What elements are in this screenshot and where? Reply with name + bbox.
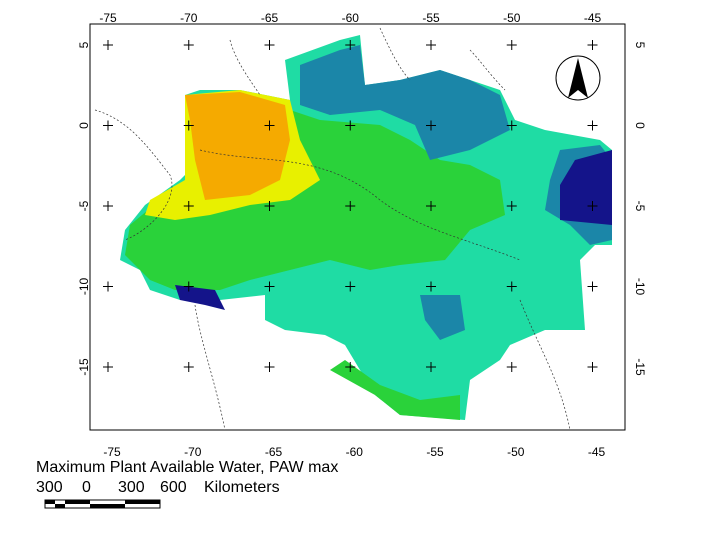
graticule-cross	[264, 40, 275, 50]
graticule-cross	[426, 201, 436, 211]
lat-label-left: 0	[77, 122, 91, 129]
graticule-cross	[183, 362, 194, 372]
scale-unit: Kilometers	[204, 479, 280, 496]
lon-label-top: -60	[342, 11, 360, 25]
border-line	[94, 109, 173, 241]
lon-label-bottom: -50	[507, 445, 525, 459]
scale-bar	[44, 499, 161, 509]
graticule-cross	[345, 201, 356, 211]
lat-label-right: -10	[633, 278, 647, 296]
graticule-cross	[426, 281, 436, 292]
graticule-cross	[264, 281, 275, 292]
lon-label-top: -70	[180, 11, 198, 25]
river-line	[199, 149, 521, 261]
lon-label-top: -75	[99, 11, 117, 25]
border-line	[194, 304, 226, 431]
graticule-cross	[587, 362, 598, 372]
graticule-cross	[345, 281, 356, 292]
graticule-cross	[345, 40, 356, 50]
lon-label-bottom: -65	[265, 445, 283, 459]
scale-bar-segment	[45, 500, 55, 504]
graticule-cross	[183, 120, 194, 131]
graticule-cross	[506, 201, 517, 211]
region-green-south	[330, 360, 460, 420]
legend-title: Maximum Plant Available Water, PAW max	[36, 459, 338, 476]
border-line	[379, 27, 411, 81]
scale-label: 600	[160, 479, 187, 496]
lat-label-left: -5	[77, 200, 91, 211]
graticule-cross	[264, 120, 275, 131]
graticule-cross	[426, 120, 436, 131]
scale-label: 0	[82, 479, 91, 496]
lon-label-bottom: -75	[103, 445, 121, 459]
scale-label: 300	[36, 479, 63, 496]
border-line	[519, 299, 571, 431]
lat-label-right: 5	[633, 42, 647, 49]
boundaries	[94, 27, 571, 431]
graticule-cross	[506, 281, 517, 292]
graticule-cross	[264, 362, 275, 372]
graticule-cross	[345, 362, 356, 372]
graticule-cross	[426, 40, 436, 50]
lon-label-bottom: -70	[184, 445, 202, 459]
scale-bar-segment	[125, 500, 160, 504]
lat-label-right: -15	[633, 358, 647, 376]
lon-label-top: -55	[422, 11, 440, 25]
graticule-cross	[426, 362, 436, 372]
graticule-cross	[103, 201, 113, 211]
graticule-cross	[183, 281, 194, 292]
region-steel-north	[300, 45, 510, 160]
graticule-cross	[103, 281, 113, 292]
graticule-cross	[183, 201, 194, 211]
lat-label-right: -5	[633, 201, 647, 212]
graticule-cross	[103, 362, 113, 372]
lon-label-bottom: -45	[588, 445, 606, 459]
graticule	[103, 40, 598, 372]
lon-label-top: -65	[261, 11, 279, 25]
graticule-cross	[587, 281, 598, 292]
graticule-cross	[103, 40, 113, 50]
lon-label-top: -50	[503, 11, 521, 25]
border-line	[229, 39, 261, 96]
paw-map	[120, 35, 612, 420]
region-darkblue-east	[560, 150, 612, 225]
lat-label-left: -15	[77, 358, 91, 376]
graticule-cross	[587, 201, 598, 211]
scale-bar-segment	[55, 504, 65, 508]
lat-label-right: 0	[633, 122, 647, 129]
graticule-cross	[506, 362, 517, 372]
region-steel-south	[420, 295, 465, 340]
border-line	[469, 49, 506, 91]
graticule-cross	[103, 120, 113, 131]
scale-bar-segment	[65, 500, 90, 504]
lon-label-bottom: -55	[426, 445, 444, 459]
map-frame	[89, 23, 626, 431]
scale-label: 300	[118, 479, 145, 496]
lon-label-bottom: -60	[346, 445, 364, 459]
lat-label-left: -10	[77, 278, 91, 296]
graticule-cross	[264, 201, 275, 211]
graticule-cross	[345, 120, 356, 131]
graticule-cross	[506, 40, 517, 50]
lon-label-top: -45	[584, 11, 602, 25]
scale-bar-segment	[90, 504, 125, 508]
region-green	[125, 110, 505, 290]
region-darkblue-west	[175, 285, 225, 310]
north-arrow	[555, 55, 601, 101]
graticule-cross	[183, 40, 194, 50]
region-orange	[185, 92, 290, 200]
lat-label-left: 5	[77, 41, 91, 48]
graticule-cross	[587, 40, 598, 50]
graticule-cross	[506, 120, 517, 131]
north-arrow-pointer	[568, 58, 588, 98]
graticule-cross	[587, 120, 598, 131]
